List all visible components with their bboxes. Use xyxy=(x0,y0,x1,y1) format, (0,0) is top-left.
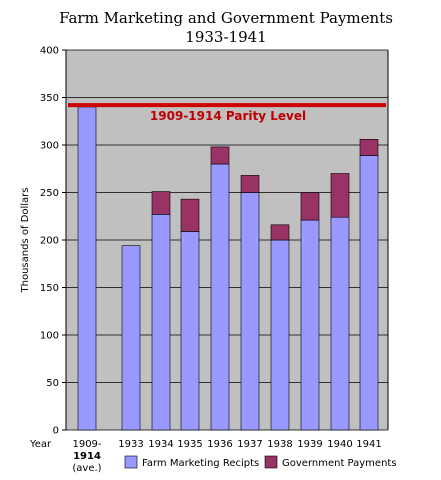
bar-government-payments xyxy=(330,173,350,218)
x-tick-label: 1934 xyxy=(148,439,173,450)
bar-government-payments xyxy=(270,224,290,241)
y-axis-label: Thousands of Dollars xyxy=(20,188,31,294)
y-tick-label: 350 xyxy=(40,93,59,104)
legend-swatch-farm-marketing xyxy=(124,455,138,469)
y-axis-ticks: 0 50 100 150 200 250 300 350 400 xyxy=(40,46,66,437)
bars xyxy=(77,106,379,431)
bar-farm-marketing xyxy=(270,239,290,431)
y-tick-label: 300 xyxy=(40,141,59,152)
y-tick-label: 100 xyxy=(40,331,59,342)
y-tick-label: 50 xyxy=(46,378,59,389)
x-tick-label: 1937 xyxy=(237,439,262,450)
legend: Farm Marketing Recipts Government Payment… xyxy=(124,455,397,469)
legend-swatch-government-payments xyxy=(264,455,278,469)
x-tick-label: 1939 xyxy=(297,439,322,450)
bar-farm-marketing xyxy=(77,106,97,431)
x-tick-label: 1933 xyxy=(118,439,143,450)
bar-farm-marketing xyxy=(300,219,320,431)
legend-label: Government Payments xyxy=(282,458,397,469)
bar-government-payments xyxy=(151,191,171,215)
bar-farm-marketing xyxy=(240,192,260,431)
bar-farm-marketing xyxy=(121,245,141,431)
bar-farm-marketing xyxy=(359,155,379,431)
x-tick-label: 1936 xyxy=(207,439,232,450)
y-tick-label: 250 xyxy=(40,188,59,199)
bar-government-payments xyxy=(180,198,200,232)
y-tick-label: 200 xyxy=(40,236,59,247)
bar-farm-marketing xyxy=(210,163,230,431)
x-tick-label: 1941 xyxy=(356,439,381,450)
parity-label: 1909-1914 Parity Level xyxy=(150,109,306,123)
bar-government-payments xyxy=(210,146,230,165)
x-axis-ticks: 1909-1914 (ave.) 1933 1934 1935 1936 1937 1938 1… xyxy=(72,439,381,474)
bar-farm-marketing xyxy=(180,231,200,431)
y-tick-label: 0 xyxy=(53,426,59,437)
x-tick-label: 1935 xyxy=(177,439,202,450)
chart-title: Farm Marketing and Government Payments xyxy=(59,9,393,27)
x-tick-label: 1938 xyxy=(267,439,292,450)
parity-reference: 1909-1914 Parity Level xyxy=(68,103,386,123)
y-tick-label: 400 xyxy=(40,46,59,57)
bar-farm-marketing xyxy=(330,216,350,431)
legend-label: Farm Marketing Recipts xyxy=(142,458,259,469)
bar-farm-marketing xyxy=(151,214,171,431)
x-axis-label: Year xyxy=(29,439,52,450)
x-tick-label: 1909-1914 (ave.) xyxy=(72,439,102,474)
bar-government-payments xyxy=(359,139,379,156)
bar-government-payments xyxy=(300,192,320,221)
bar-government-payments xyxy=(240,175,260,193)
y-tick-label: 150 xyxy=(40,283,59,294)
chart-subtitle: 1933-1941 xyxy=(185,28,266,46)
x-tick-label: 1940 xyxy=(327,439,352,450)
